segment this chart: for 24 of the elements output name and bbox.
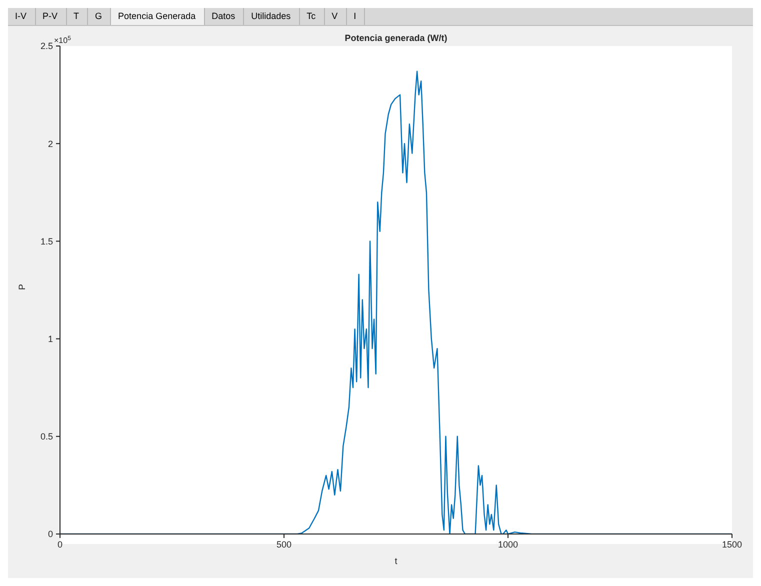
text: Utilidades — [244, 8, 300, 25]
x-tick-label: 0 — [57, 539, 63, 550]
chart-title: Potencia generada (W/t) — [344, 33, 448, 43]
y-tick-label: 2.5 — [40, 41, 53, 52]
x-axis-title: t — [394, 556, 398, 566]
text: T — [66, 8, 88, 25]
text: I-V — [8, 8, 36, 25]
text: I — [346, 8, 366, 25]
text: Tc — [300, 8, 325, 25]
x-tick-label: 1500 — [722, 539, 742, 550]
text: Potencia Generada — [111, 8, 205, 25]
text: P-V — [36, 8, 67, 25]
text: G — [88, 8, 112, 25]
text: Datos — [204, 8, 244, 25]
text: ×10$^{5}$ — [54, 35, 72, 45]
text: V — [324, 8, 347, 25]
y-tick-label: 0 — [48, 529, 53, 540]
y-tick-label: 0.5 — [40, 432, 53, 442]
x-tick-label: 500 — [276, 539, 292, 550]
x-tick-label: 1000 — [498, 539, 518, 550]
y-tick-label: 1 — [48, 334, 53, 344]
y-tick-label: 1.5 — [40, 236, 53, 246]
y-tick-label: 2 — [48, 138, 53, 149]
y-axis-title: P — [17, 284, 28, 290]
